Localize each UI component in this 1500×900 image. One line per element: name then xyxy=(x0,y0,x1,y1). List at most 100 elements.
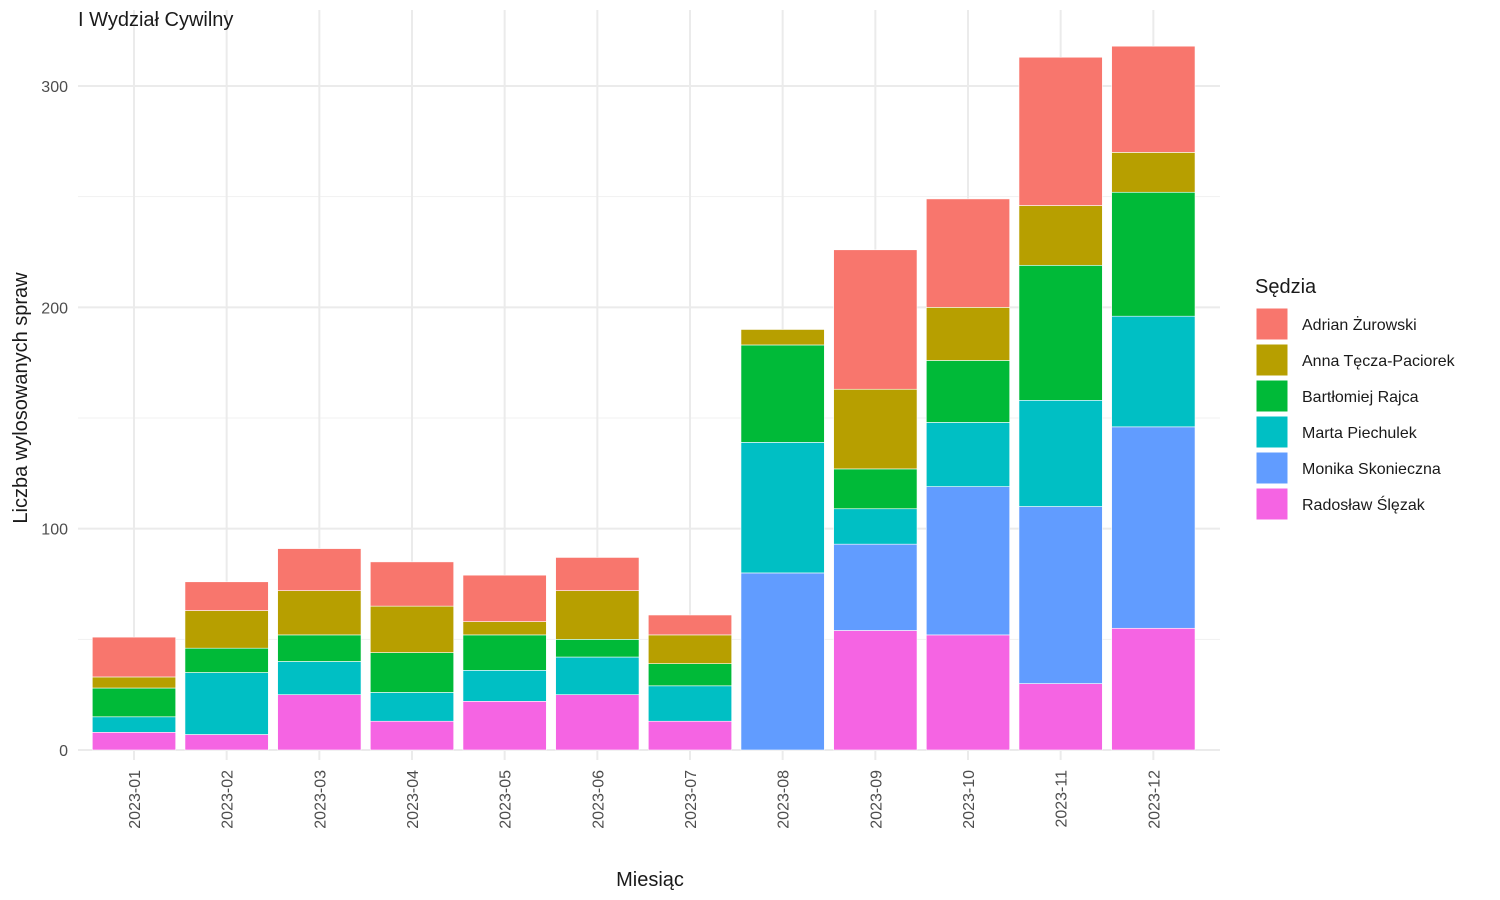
bar-segment xyxy=(1111,315,1196,428)
x-tick-label: 2023-09 xyxy=(868,770,885,829)
bar-segment xyxy=(740,572,825,751)
bar-segment xyxy=(647,614,732,636)
bar-segment xyxy=(740,442,825,574)
bar-segment xyxy=(1018,683,1103,751)
bar-segment xyxy=(555,656,640,695)
bar-segment xyxy=(277,694,362,751)
bar-segment xyxy=(277,548,362,591)
x-tick-label: 2023-04 xyxy=(405,770,422,829)
x-tick-label: 2023-07 xyxy=(683,770,700,829)
y-tick-label: 100 xyxy=(41,522,68,539)
bar-segment xyxy=(925,307,1010,361)
bar-segment xyxy=(277,661,362,695)
bar-segment xyxy=(555,639,640,658)
bar-segment xyxy=(833,388,918,470)
bar-segment xyxy=(647,663,732,687)
legend-label: Bartłomiej Rajca xyxy=(1302,389,1419,406)
x-tick-label: 2023-06 xyxy=(590,770,607,829)
x-tick-label: 2023-12 xyxy=(1146,770,1163,829)
legend-label: Radosław Ślęzak xyxy=(1302,495,1426,514)
legend-label: Marta Piechulek xyxy=(1302,425,1418,442)
bar-segment xyxy=(277,590,362,636)
bar-segment xyxy=(1018,264,1103,401)
x-tick-label: 2023-05 xyxy=(498,770,515,829)
bar-segment xyxy=(1111,45,1196,153)
bar-segment xyxy=(369,561,454,607)
bar-segment xyxy=(1018,56,1103,206)
bar-segment xyxy=(92,716,177,733)
bar-segment xyxy=(1111,627,1196,751)
y-axis-title: Liczba wylosowanych spraw xyxy=(10,272,32,524)
legend-items: Adrian Żurowski Anna Tęcza-Paciorek Bartło… xyxy=(1255,307,1456,521)
x-axis-title: Miesiąc xyxy=(616,869,684,891)
bar-segment xyxy=(184,610,269,649)
bar-segment xyxy=(555,694,640,751)
bar-segment xyxy=(1018,506,1103,684)
bar-segment xyxy=(647,685,732,722)
x-tick-label: 2023-10 xyxy=(961,770,978,829)
bar-segment xyxy=(925,198,1010,308)
x-tick-label: 2023-08 xyxy=(776,770,793,829)
bar-segment xyxy=(462,634,547,671)
legend: Sędzia Adrian Żurowski Anna Tęcza-Paciore… xyxy=(1255,276,1456,521)
bar-segment xyxy=(1111,191,1196,317)
x-tick-labels: 2023-01 2023-02 2023-03 2023-04 2023-05 2023-… xyxy=(127,770,1163,829)
bars xyxy=(92,45,1196,751)
legend-key xyxy=(1255,379,1289,413)
x-tick-label: 2023-02 xyxy=(220,770,237,829)
bar-segment xyxy=(647,634,732,664)
y-tick-label: 0 xyxy=(59,743,68,760)
bar-segment xyxy=(555,557,640,591)
legend-key xyxy=(1255,487,1289,521)
x-tick-label: 2023-01 xyxy=(127,770,144,829)
bar-segment xyxy=(925,422,1010,487)
bar-segment xyxy=(833,543,918,631)
bar-segment xyxy=(462,701,547,751)
legend-key xyxy=(1255,451,1289,485)
y-tick-label: 300 xyxy=(41,79,68,96)
bar-segment xyxy=(1018,399,1103,507)
bar-segment xyxy=(833,249,918,390)
bar-segment xyxy=(462,621,547,636)
bar-segment xyxy=(925,360,1010,423)
bar-segment xyxy=(740,344,825,443)
y-tick-labels: 0 100 200 300 xyxy=(41,79,68,760)
legend-label: Anna Tęcza-Paciorek xyxy=(1302,353,1456,370)
chart-title: I Wydział Cywilny xyxy=(78,9,233,31)
x-tick-label: 2023-03 xyxy=(312,770,329,829)
bar-segment xyxy=(740,329,825,346)
bar-segment xyxy=(369,692,454,722)
legend-label: Adrian Żurowski xyxy=(1302,315,1417,334)
legend-label: Monika Skonieczna xyxy=(1302,461,1441,478)
bar-segment xyxy=(369,605,454,653)
bar-segment xyxy=(369,652,454,693)
y-tick-label: 200 xyxy=(41,300,68,317)
bar-segment xyxy=(925,486,1010,636)
bar-segment xyxy=(1111,152,1196,193)
bar-segment xyxy=(92,731,177,751)
legend-key xyxy=(1255,415,1289,449)
bar-segment xyxy=(555,590,640,640)
bar-segment xyxy=(277,634,362,662)
bar-segment xyxy=(833,630,918,751)
bar-segment xyxy=(184,672,269,735)
bar-segment xyxy=(462,574,547,622)
bar-segment xyxy=(833,508,918,545)
bar-segment xyxy=(184,734,269,751)
legend-key xyxy=(1255,343,1289,377)
legend-key xyxy=(1255,307,1289,341)
bar-segment xyxy=(369,720,454,751)
legend-title: Sędzia xyxy=(1255,276,1317,298)
bar-segment xyxy=(462,670,547,702)
bar-segment xyxy=(184,581,269,611)
bar-segment xyxy=(925,634,1010,751)
bar-segment xyxy=(92,687,177,718)
bar-segment xyxy=(184,647,269,673)
bar-segment xyxy=(1018,205,1103,266)
x-tick-label: 2023-11 xyxy=(1054,770,1071,828)
bar-segment xyxy=(92,636,177,678)
bar-segment xyxy=(1111,426,1196,629)
bar-segment xyxy=(647,720,732,751)
